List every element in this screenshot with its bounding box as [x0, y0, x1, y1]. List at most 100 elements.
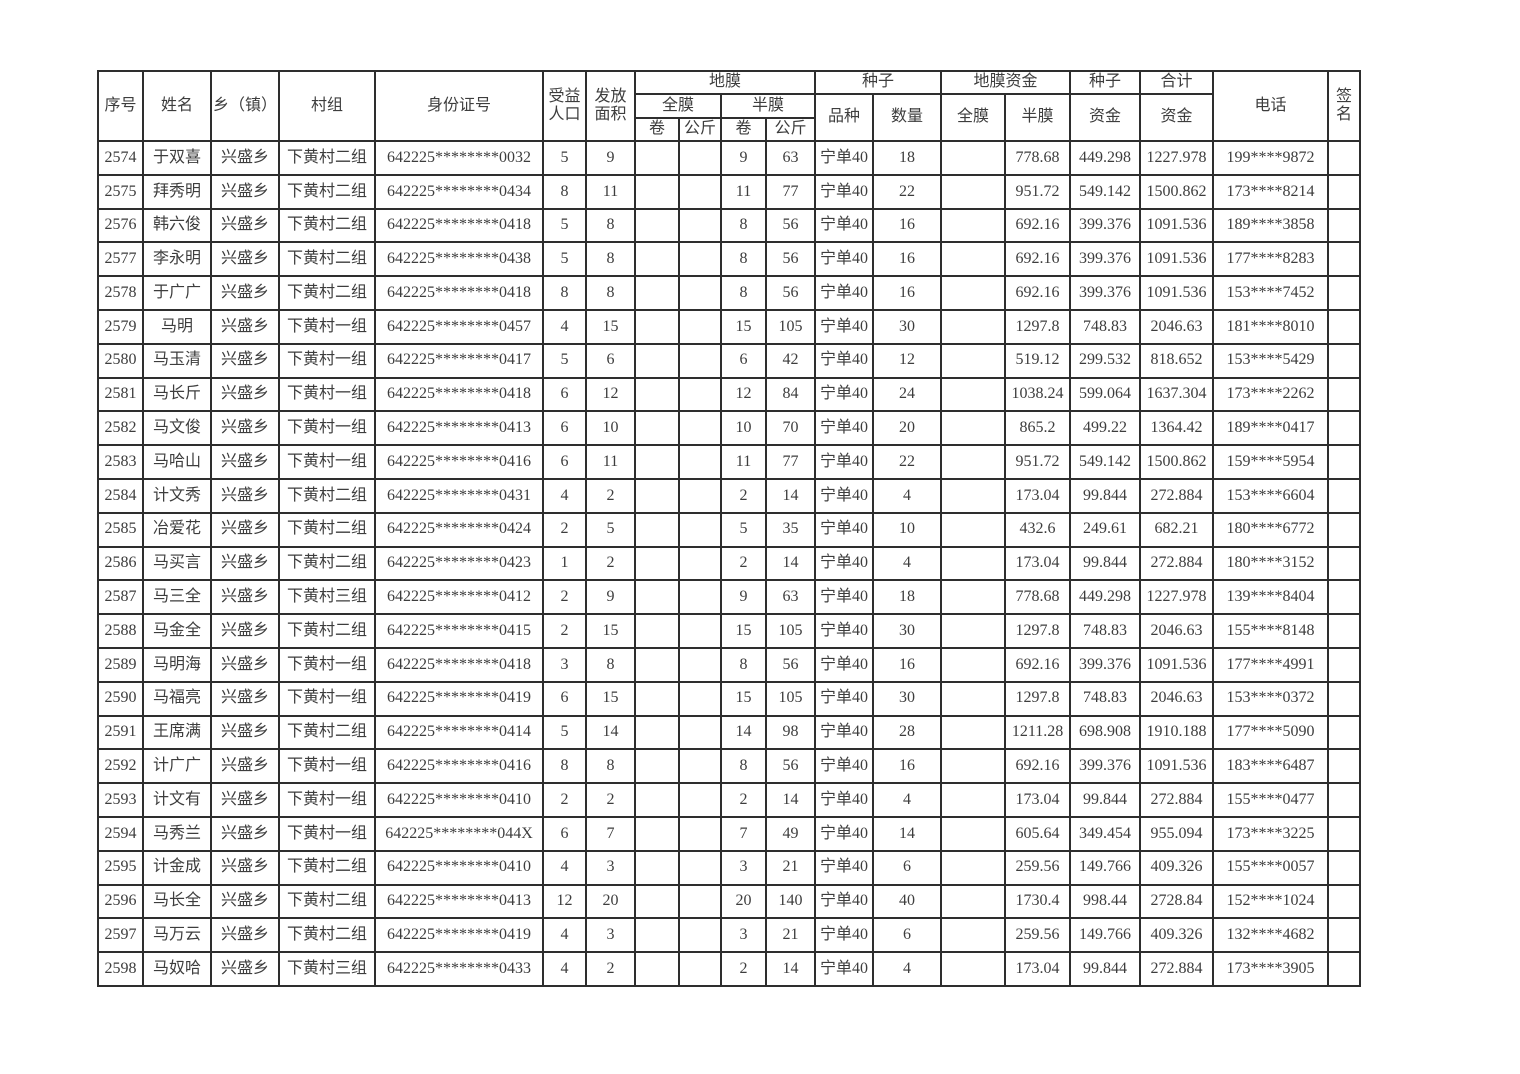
cell-seed-quantity: 6	[872, 917, 943, 954]
cell-half-film-kg: 70	[764, 410, 817, 447]
cell-seed-variety: 宁单40	[814, 477, 875, 514]
cell-half-film-roll: 5	[720, 511, 767, 548]
cell-seed-variety: 宁单40	[814, 613, 875, 649]
cell-signature	[1327, 444, 1362, 480]
cell-seed-variety: 宁单40	[814, 951, 875, 987]
cell-id: 642225********0418	[374, 646, 544, 683]
cell-total-fund: 1091.536	[1139, 646, 1215, 683]
cell-half-film-roll: 2	[720, 545, 767, 582]
cell-beneficiary-population: 6	[542, 680, 587, 717]
cell-total-fund: 1227.978	[1139, 579, 1215, 616]
cell-village: 下黄村二组	[278, 241, 376, 278]
cell-full-film-roll	[634, 883, 680, 920]
cell-township: 兴盛乡	[210, 951, 280, 987]
cell-village: 下黄村一组	[278, 342, 376, 379]
cell-total-fund: 409.326	[1139, 917, 1215, 954]
cell-full-film-roll	[634, 140, 680, 176]
cell-distribution-area: 9	[585, 140, 636, 176]
cell-id: 642225********0413	[374, 883, 544, 920]
cell-total-fund: 2046.63	[1139, 680, 1215, 717]
cell-village: 下黄村二组	[278, 849, 376, 886]
cell-total-fund: 1637.304	[1139, 376, 1215, 413]
cell-half-film-kg: 63	[764, 140, 817, 176]
cell-full-film-kg	[678, 714, 722, 751]
cell-name: 马金全	[142, 613, 212, 649]
cell-distribution-area: 5	[585, 511, 636, 548]
cell-seed-fund: 399.376	[1069, 241, 1142, 278]
cell-half-film-kg: 56	[764, 646, 817, 683]
cell-film-fund-full	[940, 680, 1007, 717]
cell-seed-variety: 宁单40	[814, 241, 875, 278]
cell-township: 兴盛乡	[210, 545, 280, 582]
cell-half-film-kg: 84	[764, 376, 817, 413]
cell-half-film-kg: 56	[764, 748, 817, 785]
cell-signature	[1327, 207, 1362, 244]
cell-half-film-kg: 14	[764, 477, 817, 514]
cell-seed-quantity: 22	[872, 444, 943, 480]
cell-distribution-area: 7	[585, 815, 636, 852]
cell-signature	[1327, 545, 1362, 582]
cell-film-fund-full	[940, 308, 1007, 345]
cell-signature	[1327, 376, 1362, 413]
cell-film-fund-full	[940, 815, 1007, 852]
cell-id: 642225********0032	[374, 140, 544, 176]
cell-full-film-kg	[678, 545, 722, 582]
cell-village: 下黄村一组	[278, 815, 376, 852]
cell-seed-quantity: 40	[872, 883, 943, 920]
cell-film-fund-full	[940, 714, 1007, 751]
cell-film-fund-half: 259.56	[1004, 917, 1072, 954]
table-row: 2574 于双喜 兴盛乡 下黄村二组 642225********0032 5 9 9 63 宁单…	[97, 140, 1362, 176]
cell-full-film-roll	[634, 410, 680, 447]
cell-film-fund-full	[940, 275, 1007, 311]
cell-full-film-roll	[634, 815, 680, 852]
cell-full-film-kg	[678, 173, 722, 210]
cell-half-film-kg: 98	[764, 714, 817, 751]
cell-full-film-kg	[678, 477, 722, 514]
cell-film-fund-half: 1211.28	[1004, 714, 1072, 751]
cell-film-fund-full	[940, 444, 1007, 480]
cell-half-film-kg: 21	[764, 917, 817, 954]
cell-full-film-kg	[678, 748, 722, 785]
cell-half-film-kg: 56	[764, 275, 817, 311]
cell-seed-fund: 499.22	[1069, 410, 1142, 447]
cell-serial: 2574	[97, 140, 144, 176]
cell-film-fund-full	[940, 173, 1007, 210]
cell-id: 642225********0457	[374, 308, 544, 345]
cell-total-fund: 272.884	[1139, 477, 1215, 514]
cell-id: 642225********0412	[374, 579, 544, 616]
cell-full-film-kg	[678, 140, 722, 176]
cell-signature	[1327, 275, 1362, 311]
cell-signature	[1327, 173, 1362, 210]
cell-beneficiary-population: 6	[542, 410, 587, 447]
cell-phone: 189****3858	[1212, 207, 1330, 244]
col-header-seed-variety: 品种	[814, 93, 875, 142]
cell-distribution-area: 8	[585, 646, 636, 683]
table-row: 2594 马秀兰 兴盛乡 下黄村一组 642225********044X 6 7 7 49 宁单…	[97, 815, 1362, 852]
cell-seed-quantity: 28	[872, 714, 943, 751]
cell-seed-quantity: 30	[872, 680, 943, 717]
cell-film-fund-full	[940, 241, 1007, 278]
cell-distribution-area: 8	[585, 241, 636, 278]
col-header-id-number: 身份证号	[374, 70, 544, 142]
col-header-phone: 电话	[1212, 70, 1330, 142]
cell-village: 下黄村一组	[278, 308, 376, 345]
cell-village: 下黄村三组	[278, 579, 376, 616]
cell-township: 兴盛乡	[210, 748, 280, 785]
cell-village: 下黄村二组	[278, 207, 376, 244]
cell-seed-variety: 宁单40	[814, 511, 875, 548]
cell-seed-fund: 698.908	[1069, 714, 1142, 751]
cell-seed-variety: 宁单40	[814, 545, 875, 582]
cell-serial: 2592	[97, 748, 144, 785]
cell-full-film-kg	[678, 849, 722, 886]
cell-serial: 2579	[97, 308, 144, 345]
table-row: 2592 计广广 兴盛乡 下黄村一组 642225********0416 8 8 8 56 宁单…	[97, 748, 1362, 785]
cell-full-film-kg	[678, 680, 722, 717]
cell-serial: 2576	[97, 207, 144, 244]
cell-seed-fund: 399.376	[1069, 207, 1142, 244]
col-header-name: 姓名	[142, 70, 212, 142]
cell-film-fund-half: 173.04	[1004, 477, 1072, 514]
cell-seed-variety: 宁单40	[814, 815, 875, 852]
cell-film-fund-half: 692.16	[1004, 207, 1072, 244]
cell-full-film-kg	[678, 917, 722, 954]
cell-seed-quantity: 4	[872, 782, 943, 818]
